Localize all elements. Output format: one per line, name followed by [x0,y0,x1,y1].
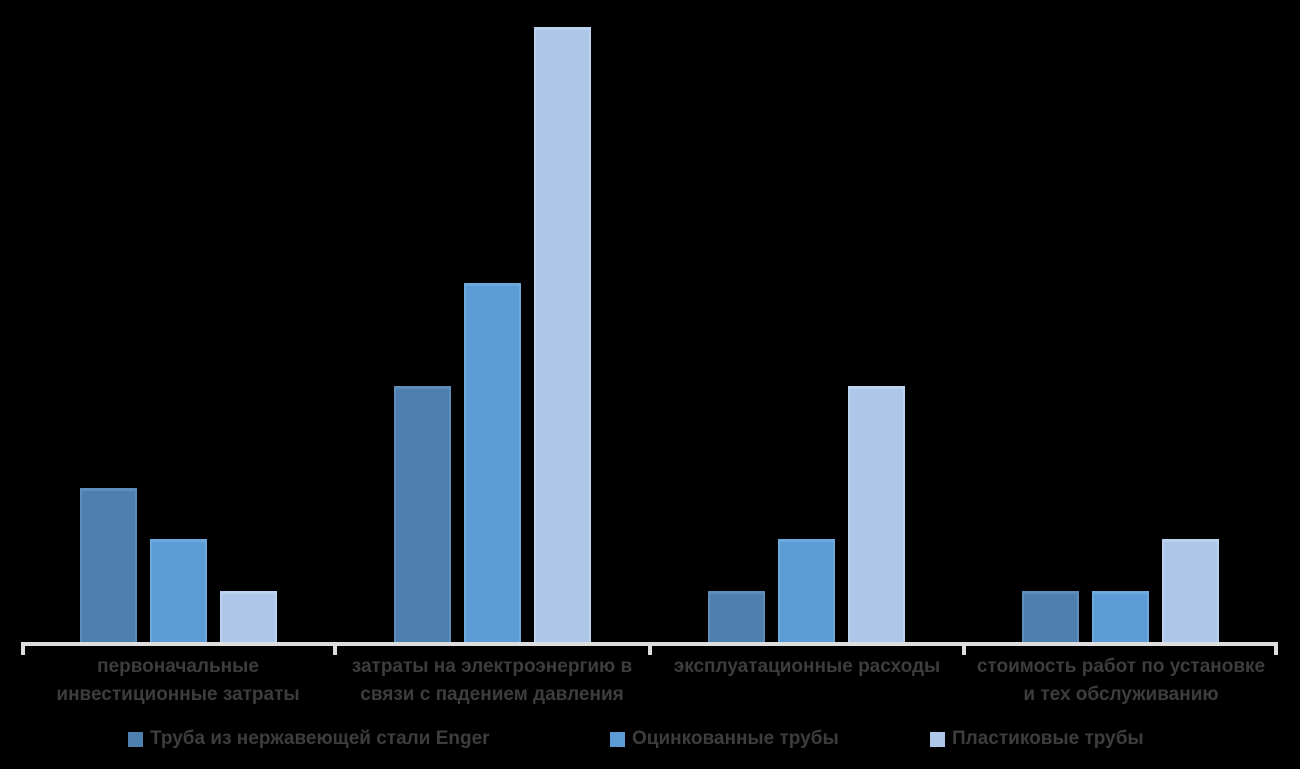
legend-label-series3: Пластиковые трубы [952,728,1144,749]
legend-item-series2: Оцинкованные трубы [610,725,839,753]
legend-item-series1: Труба из нержавеющей стали Enger [128,725,490,753]
legend-label-series2: Оцинкованные трубы [632,728,839,749]
legend-swatch-series2 [610,731,625,747]
bar-series2-cat3 [778,539,835,642]
bar-series3-cat4 [1162,539,1219,642]
x-axis-tick [333,642,337,655]
bar-series1-cat1 [80,488,137,642]
bar-series1-cat2 [394,386,451,642]
bar-series2-cat2 [464,283,521,642]
x-axis-category-label: первоначальные инвестиционные затраты [56,656,300,705]
bar-series2-cat1 [150,539,207,642]
x-axis-tick [1274,642,1278,655]
x-axis-category-label: эксплуатационные расходы [673,656,941,677]
legend-swatch-series3 [930,731,945,747]
legend-item-series3: Пластиковые трубы [930,725,1144,753]
bar-series1-cat4 [1022,591,1079,642]
x-axis-tick [21,642,25,655]
bar-series3-cat1 [220,591,277,642]
chart-legend: Труба из нержавеющей стали Enger Оцинков… [0,725,1300,755]
bar-series1-cat3 [708,591,765,642]
x-axis-category-label: затраты на электроэнергию в связи с паде… [351,656,633,705]
bar-series2-cat4 [1092,591,1149,642]
legend-label-series1: Труба из нержавеющей стали Enger [150,728,490,749]
bar-series3-cat2 [534,27,591,642]
bar-series3-cat3 [848,386,905,642]
x-axis-tick [962,642,966,655]
legend-swatch-series1 [128,731,143,747]
x-axis-tick [648,642,652,655]
x-axis-category-label: стоимость работ по установке и тех обслу… [976,656,1266,705]
